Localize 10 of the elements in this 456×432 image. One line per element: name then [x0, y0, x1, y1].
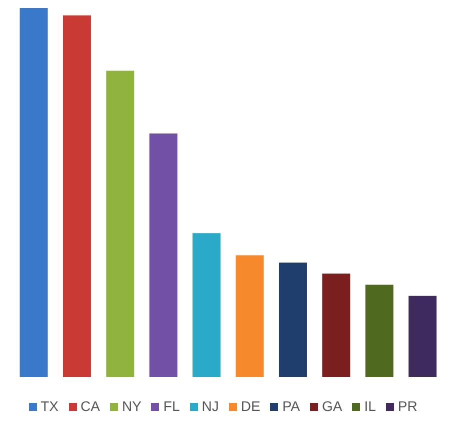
legend-label: NJ: [202, 398, 219, 414]
legend-label: GA: [322, 398, 342, 414]
legend-label: IL: [364, 398, 376, 414]
legend-label: NY: [122, 398, 142, 414]
legend-label: TX: [40, 398, 59, 414]
legend-label: PR: [398, 398, 418, 414]
legend-label: FL: [163, 398, 180, 414]
legend-label: CA: [80, 398, 100, 414]
legend-label: PA: [282, 398, 300, 414]
legend-label: DE: [240, 398, 260, 414]
